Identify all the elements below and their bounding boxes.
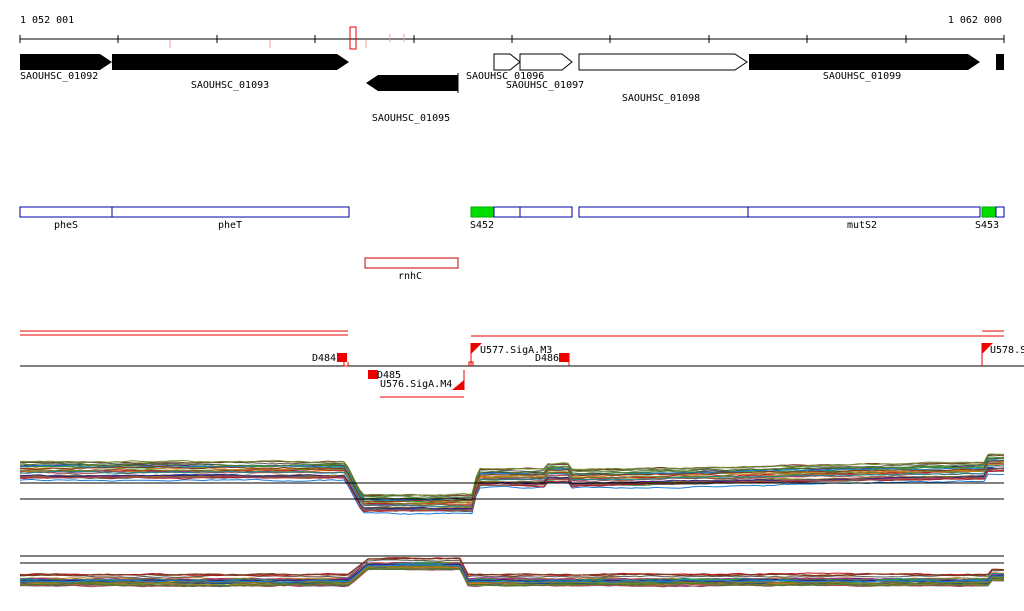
segment-D484[interactable] <box>337 353 347 362</box>
profile-line <box>19 557 1005 577</box>
segment-label: D485 <box>377 370 401 381</box>
feature-box[interactable] <box>519 206 573 218</box>
reference-lines <box>20 555 1004 564</box>
segment-label: D484 <box>312 353 336 364</box>
segment-label: U578.S <box>990 345 1024 356</box>
feature-S453[interactable] <box>981 206 997 218</box>
feature-label: S452 <box>470 220 494 231</box>
ruler-marker-ticks <box>169 34 405 48</box>
reference-lines <box>20 482 1004 500</box>
segment-U578[interactable] <box>982 343 993 354</box>
segment-label: D486 <box>535 353 559 364</box>
gene-SAOUHSC_01098[interactable] <box>578 53 748 71</box>
feature-label: pheT <box>218 220 242 231</box>
profile-line <box>19 460 1005 503</box>
segment-U576[interactable] <box>452 380 464 390</box>
gene-label: SAOUHSC_01096 <box>466 71 544 82</box>
gene-label: SAOUHSC_01095 <box>372 113 450 124</box>
gene-partial[interactable] <box>996 54 1004 70</box>
profile-lines-minus <box>19 557 1005 588</box>
profile-lines-plus <box>19 453 1005 515</box>
ruler-highlight-box <box>349 26 357 50</box>
gene-SAOUHSC_01099[interactable] <box>749 54 980 70</box>
profile-line <box>19 563 1005 583</box>
gene-SAOUHSC_01093[interactable] <box>112 54 349 70</box>
feature-mutS2[interactable] <box>747 206 981 218</box>
gene-SAOUHSC_01095[interactable] <box>366 73 459 93</box>
gene-label: SAOUHSC_01098 <box>622 93 700 104</box>
gene-label: SAOUHSC_01097 <box>506 80 584 91</box>
gene-SAOUHSC_01097[interactable] <box>519 53 573 71</box>
gene-label: SAOUHSC_01099 <box>823 71 901 82</box>
profile-line <box>19 453 1005 496</box>
profile-line <box>19 561 1005 581</box>
feature-S452[interactable] <box>470 206 495 218</box>
profile-line <box>19 557 1005 577</box>
expression-track-plus <box>19 453 1005 515</box>
gene-label: SAOUHSC_01092 <box>20 71 98 82</box>
segment-label: U576.SigA.M4 <box>380 379 452 390</box>
feature-label: S453 <box>975 220 999 231</box>
feature-box[interactable] <box>995 206 1005 218</box>
segment-U577[interactable] <box>471 343 482 354</box>
feature-pheS[interactable] <box>19 206 113 218</box>
profile-line <box>19 462 1005 505</box>
segment-label: U577.SigA.M3 <box>480 345 552 356</box>
profile-line <box>19 459 1004 501</box>
gene-label: SAOUHSC_01093 <box>191 80 269 91</box>
feature-box[interactable] <box>493 206 521 218</box>
gene-SAOUHSC_01092[interactable] <box>20 54 112 70</box>
feature-rnhC[interactable] <box>364 257 459 269</box>
profile-line <box>19 468 1005 512</box>
segment-D486[interactable] <box>559 353 569 362</box>
profile-line <box>19 456 1005 499</box>
feature-box[interactable] <box>578 206 749 218</box>
profile-line <box>19 464 1005 508</box>
ruler-ticks <box>19 35 1005 43</box>
profile-line <box>19 561 1004 582</box>
gene-track: SAOUHSC_01092 SAOUHSC_01093 SAOUHSC_0109… <box>20 53 1004 124</box>
feature-label: rnhC <box>398 271 422 282</box>
feature-track: pheS pheT S452 mutS2 S453 rnhC <box>19 206 1005 282</box>
segment-D485[interactable] <box>368 370 378 379</box>
feature-label: mutS2 <box>847 220 877 231</box>
transcript-lines <box>20 330 1004 398</box>
gene-SAOUHSC_01096[interactable] <box>493 53 521 71</box>
profile-line <box>19 567 1005 587</box>
profile-line <box>19 557 1005 577</box>
position-ruler: 1 052 001 1 062 000 <box>19 15 1005 50</box>
ruler-end-label: 1 062 000 <box>948 15 1002 26</box>
feature-pheT[interactable] <box>111 206 350 218</box>
feature-label: pheS <box>54 220 78 231</box>
ruler-start-label: 1 052 001 <box>20 15 74 26</box>
segment-track: D484 D485 U576.SigA.M4 U577.SigA.M3 D486… <box>20 330 1024 398</box>
expression-track-minus <box>19 555 1005 588</box>
